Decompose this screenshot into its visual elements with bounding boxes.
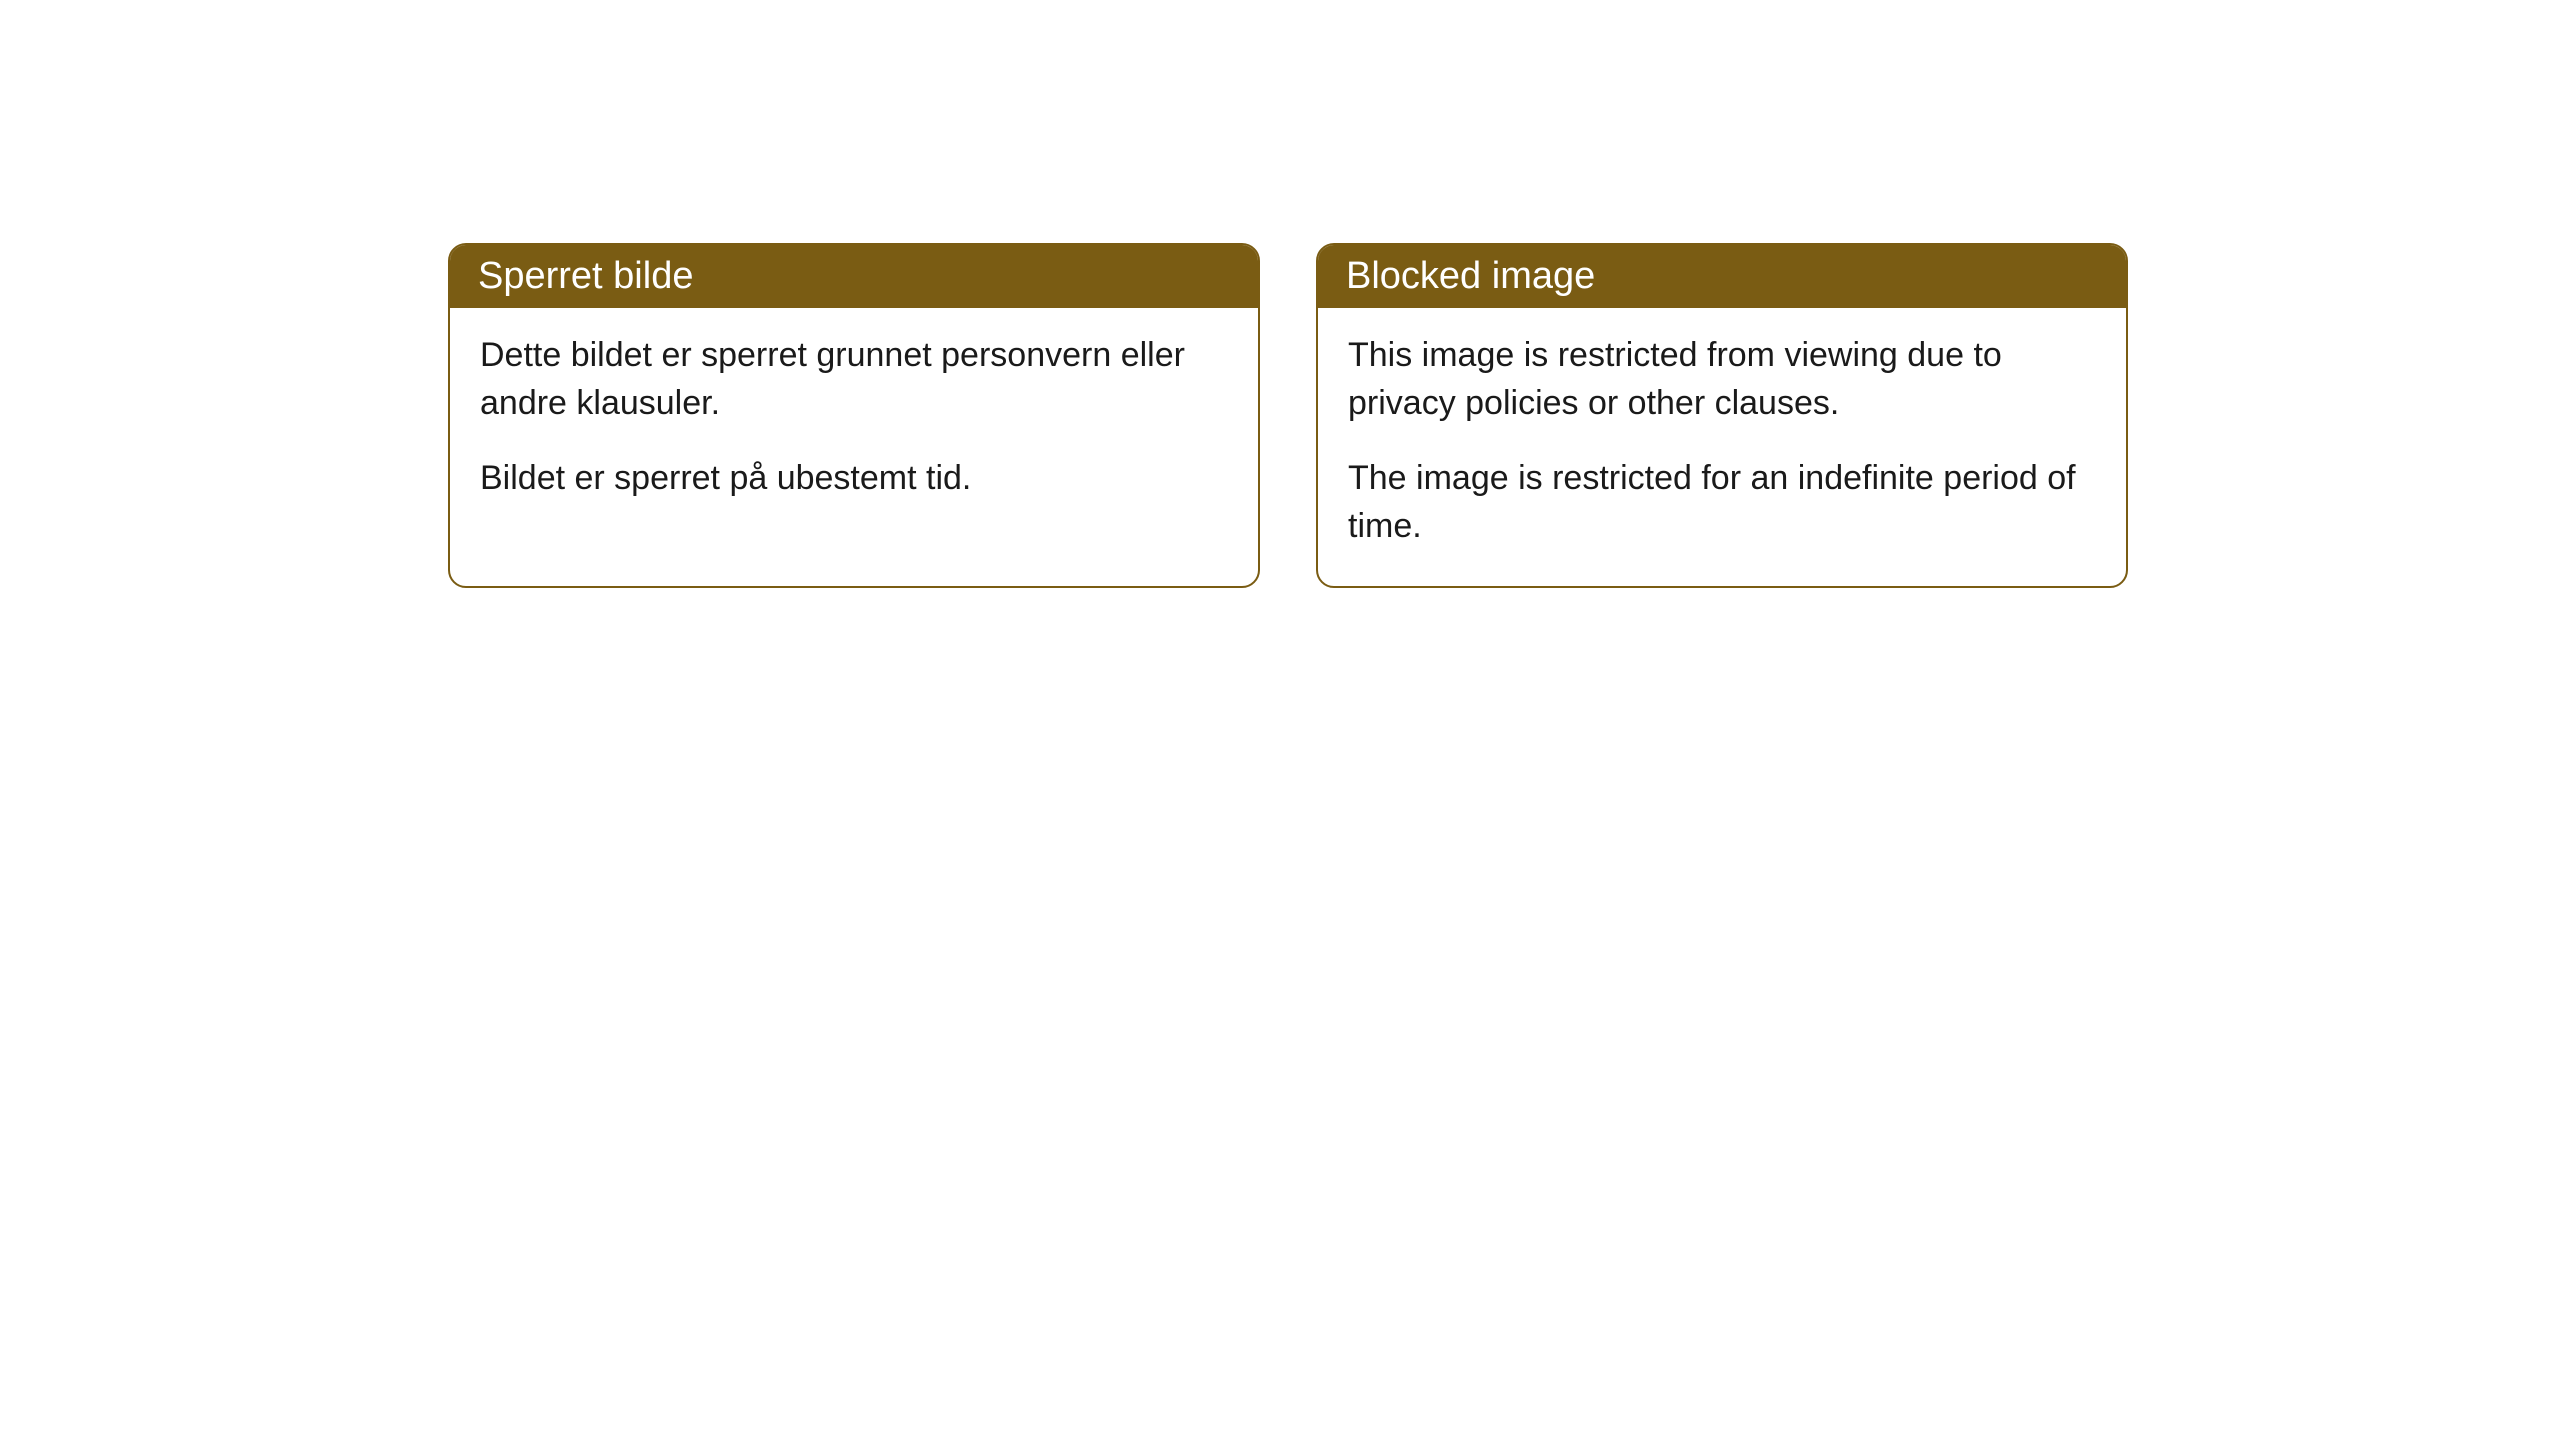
card-paragraph-2: The image is restricted for an indefinit…: [1348, 455, 2096, 550]
notice-cards-container: Sperret bilde Dette bildet er sperret gr…: [448, 243, 2128, 588]
card-title: Blocked image: [1346, 255, 1595, 297]
card-body-english: This image is restricted from viewing du…: [1318, 308, 2126, 586]
card-header-norwegian: Sperret bilde: [450, 245, 1258, 308]
card-paragraph-1: Dette bildet er sperret grunnet personve…: [480, 332, 1228, 427]
card-paragraph-2: Bildet er sperret på ubestemt tid.: [480, 455, 1228, 503]
card-header-english: Blocked image: [1318, 245, 2126, 308]
card-paragraph-1: This image is restricted from viewing du…: [1348, 332, 2096, 427]
card-title: Sperret bilde: [478, 255, 693, 297]
blocked-image-card-english: Blocked image This image is restricted f…: [1316, 243, 2128, 588]
blocked-image-card-norwegian: Sperret bilde Dette bildet er sperret gr…: [448, 243, 1260, 588]
card-body-norwegian: Dette bildet er sperret grunnet personve…: [450, 308, 1258, 539]
